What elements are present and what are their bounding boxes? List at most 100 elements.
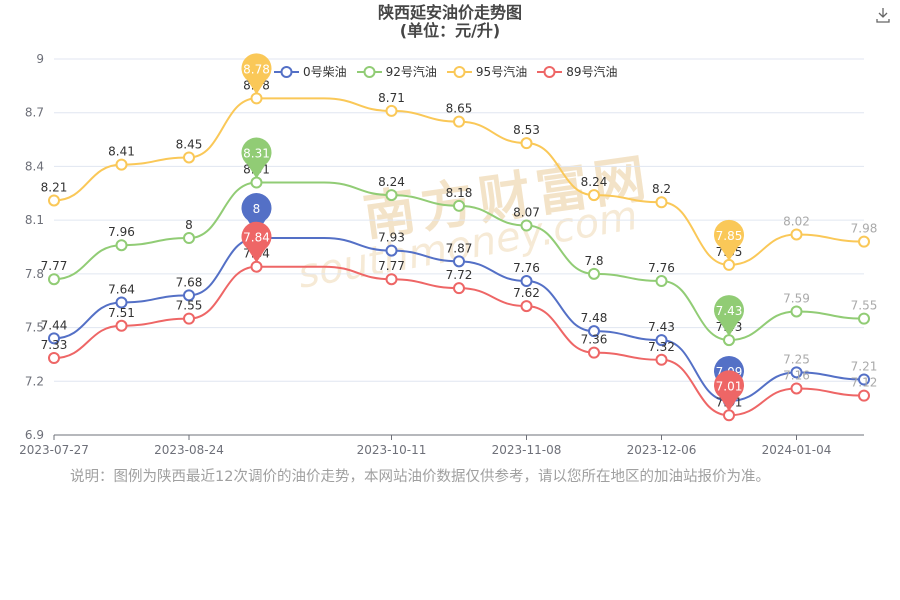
data-point bbox=[453, 115, 465, 128]
x-tick-label: 2023-08-24 bbox=[154, 443, 224, 457]
data-label: 7.32 bbox=[648, 340, 675, 354]
chart-title: 陕西延安油价走势图 bbox=[377, 3, 522, 22]
max-pin-label: 7.84 bbox=[243, 231, 270, 245]
data-point bbox=[723, 258, 735, 271]
data-label: 7.21 bbox=[851, 359, 878, 373]
max-pin: 8.31 bbox=[241, 137, 272, 179]
data-point bbox=[723, 334, 735, 347]
data-label: 7.55 bbox=[176, 299, 203, 313]
data-point bbox=[250, 176, 263, 189]
x-tick-label: 2024-01-04 bbox=[762, 443, 832, 457]
chart-title-block: 陕西延安油价走势图 (单位：元/升) bbox=[0, 4, 900, 40]
min-pin-label: 7.85 bbox=[716, 229, 743, 243]
data-point bbox=[250, 92, 263, 105]
min-pin-label: 7.43 bbox=[716, 304, 743, 318]
legend-label: 95号汽油 bbox=[475, 65, 528, 79]
data-label: 8.18 bbox=[446, 186, 473, 200]
chart-legend: 0号柴油 92号汽油 95号汽油 89号汽油 bbox=[274, 63, 617, 80]
max-pin-shape bbox=[241, 193, 272, 235]
max-pin-shape bbox=[241, 137, 272, 179]
data-label: 7.64 bbox=[108, 283, 135, 297]
data-point bbox=[183, 151, 195, 164]
data-label: 7.68 bbox=[176, 275, 203, 289]
data-label: 7.76 bbox=[513, 261, 540, 275]
legend-label: 92号汽油 bbox=[385, 65, 437, 79]
data-point bbox=[48, 332, 60, 345]
data-label: 7.98 bbox=[851, 222, 878, 236]
max-pin-shape bbox=[241, 221, 272, 263]
data-point bbox=[655, 275, 668, 288]
data-point bbox=[790, 382, 803, 395]
data-label: 7.62 bbox=[513, 286, 540, 300]
max-pin: 8 bbox=[241, 193, 272, 235]
data-label: 7.55 bbox=[851, 299, 878, 313]
data-label: 8.2 bbox=[652, 182, 671, 196]
data-point bbox=[588, 189, 600, 202]
data-label: 7.48 bbox=[581, 311, 608, 325]
data-point bbox=[520, 137, 533, 150]
download-icon[interactable] bbox=[874, 6, 892, 24]
data-point bbox=[655, 196, 668, 209]
data-label: 7.36 bbox=[581, 333, 608, 347]
max-pin-shape bbox=[241, 53, 272, 95]
y-tick-label: 8.7 bbox=[25, 106, 44, 120]
data-point bbox=[588, 325, 600, 338]
data-point bbox=[183, 289, 195, 302]
data-label: 7.25 bbox=[783, 352, 810, 366]
y-tick-label: 7.2 bbox=[25, 374, 44, 388]
data-point bbox=[115, 239, 128, 252]
data-point bbox=[385, 244, 398, 257]
x-tick-label: 2023-12-06 bbox=[627, 443, 697, 457]
data-label: 7.59 bbox=[783, 291, 810, 305]
data-label: 7.87 bbox=[446, 241, 473, 255]
legend-item-diesel0[interactable]: 0号柴油 bbox=[274, 63, 347, 80]
min-pin-shape bbox=[714, 295, 745, 337]
data-label: 7.77 bbox=[41, 259, 68, 273]
min-pin: 7.85 bbox=[714, 219, 745, 261]
data-label: 8.07 bbox=[513, 206, 540, 220]
data-label: 7.93 bbox=[378, 231, 405, 245]
data-point bbox=[858, 373, 870, 386]
data-point bbox=[115, 296, 128, 309]
legend-symbol bbox=[446, 65, 472, 78]
data-label: 7.96 bbox=[108, 225, 135, 239]
data-label: 7.8 bbox=[584, 254, 603, 268]
legend-item-gas89[interactable]: 89号汽油 bbox=[537, 63, 617, 80]
data-label: 8.41 bbox=[108, 145, 135, 159]
data-label: 8.21 bbox=[41, 180, 68, 194]
legend-symbol bbox=[356, 65, 382, 78]
data-label: 7.72 bbox=[446, 268, 473, 282]
min-pin: 7.43 bbox=[714, 295, 745, 337]
legend-item-gas95[interactable]: 95号汽油 bbox=[446, 63, 528, 80]
data-point bbox=[453, 282, 465, 295]
x-tick-label: 2023-07-27 bbox=[19, 443, 89, 457]
data-point bbox=[588, 346, 600, 359]
y-tick-label: 7.5 bbox=[25, 321, 44, 335]
legend-label: 89号汽油 bbox=[566, 65, 618, 79]
data-label: 7.16 bbox=[783, 368, 810, 382]
legend-symbol bbox=[537, 65, 563, 78]
data-point bbox=[790, 366, 803, 379]
data-label: 8.53 bbox=[513, 123, 540, 137]
y-tick-label: 6.9 bbox=[25, 428, 44, 442]
data-label: 7.43 bbox=[648, 320, 675, 334]
data-label: 7.77 bbox=[378, 259, 405, 273]
data-point bbox=[858, 312, 870, 325]
data-point bbox=[790, 228, 803, 241]
data-point bbox=[858, 235, 870, 248]
y-tick-label: 8.4 bbox=[25, 159, 44, 173]
max-pin-label: 8 bbox=[253, 202, 261, 216]
data-point bbox=[790, 305, 803, 318]
data-point bbox=[520, 300, 533, 313]
data-point bbox=[385, 104, 398, 117]
min-pin: 7.01 bbox=[714, 370, 745, 412]
data-label: 8.71 bbox=[378, 91, 405, 105]
data-point bbox=[48, 273, 60, 286]
data-point bbox=[453, 199, 465, 212]
data-point bbox=[453, 255, 465, 268]
legend-item-gas92[interactable]: 92号汽油 bbox=[356, 63, 437, 80]
data-label: 7.76 bbox=[648, 261, 675, 275]
max-pin-label: 8.31 bbox=[243, 147, 270, 161]
data-point bbox=[48, 194, 60, 207]
